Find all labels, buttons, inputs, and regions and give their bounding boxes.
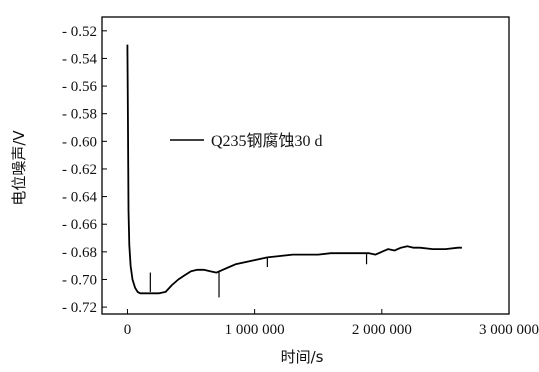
series-line <box>126 44 462 295</box>
series-layer <box>126 44 462 298</box>
y-axis-title: 电位噪声/V <box>10 130 28 206</box>
y-tick-label: - 0.62 <box>62 162 97 178</box>
x-tick-label: 3 000 000 <box>479 322 539 338</box>
y-tick-label: - 0.52 <box>62 24 97 40</box>
legend: Q235钢腐蚀30 d <box>170 132 323 150</box>
x-axis-title: 时间/s <box>281 348 324 366</box>
y-tick-label: - 0.60 <box>62 134 97 150</box>
plot-frame <box>101 16 510 315</box>
x-axis-ticks: 0 1 000 000 2 000 000 3 000 000 <box>124 309 539 338</box>
y-tick-label: - 0.64 <box>62 190 97 206</box>
y-tick-label: - 0.58 <box>62 107 97 123</box>
y-axis-ticks: - 0.52 - 0.54 - 0.56 - 0.58 - 0.60 - 0.62 - 0.… <box>62 24 107 316</box>
x-tick-label: 1 000 000 <box>225 322 285 338</box>
y-tick-label: - 0.72 <box>62 300 97 316</box>
y-tick-label: - 0.54 <box>62 51 97 67</box>
y-tick-label: - 0.68 <box>62 245 97 261</box>
x-tick-label: 2 000 000 <box>352 322 412 338</box>
y-tick-label: - 0.56 <box>62 79 97 95</box>
y-tick-label: - 0.66 <box>62 217 97 233</box>
legend-label: Q235钢腐蚀30 d <box>211 132 323 150</box>
y-tick-label: - 0.70 <box>62 272 97 288</box>
x-tick-label: 0 <box>124 322 132 338</box>
